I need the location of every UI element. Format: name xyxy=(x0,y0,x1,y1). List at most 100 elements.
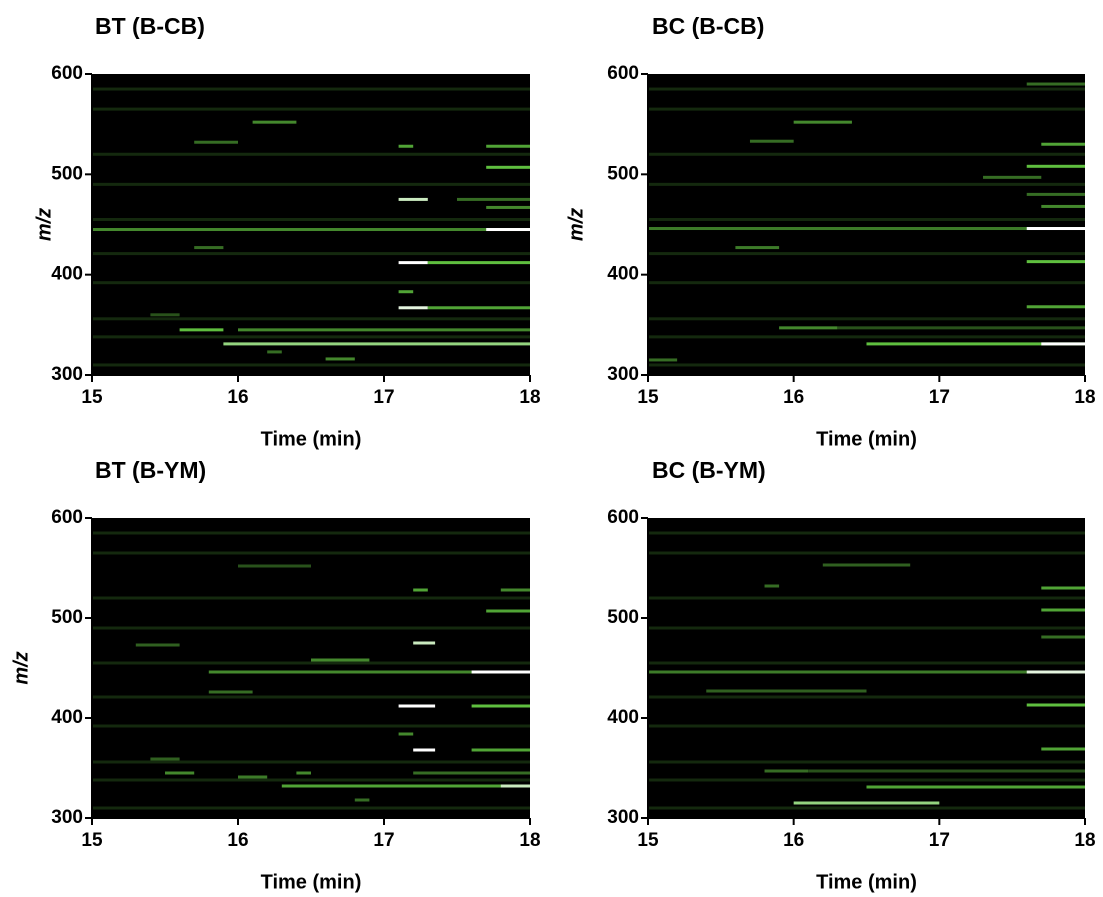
peak xyxy=(398,306,428,310)
peak xyxy=(1041,204,1085,208)
peak xyxy=(1026,305,1085,309)
peak xyxy=(1041,635,1085,639)
chart-title: BC (B-YM) xyxy=(652,457,766,483)
peak xyxy=(866,342,1085,346)
y-tick-label: 400 xyxy=(607,264,639,285)
peak xyxy=(793,120,852,124)
peak xyxy=(179,328,224,332)
peak xyxy=(398,704,436,708)
x-tick-label: 18 xyxy=(519,387,540,408)
peak xyxy=(413,771,530,775)
x-tick-label: 17 xyxy=(929,830,950,851)
x-tick-label: 16 xyxy=(783,830,804,851)
peak xyxy=(92,182,530,186)
peak xyxy=(648,317,1085,321)
peak xyxy=(135,643,180,647)
peak xyxy=(648,806,1085,810)
x-tick-label: 15 xyxy=(637,830,659,851)
peak xyxy=(471,704,530,708)
x-tick-label: 15 xyxy=(637,387,659,408)
peak xyxy=(486,144,530,148)
peak xyxy=(92,217,530,221)
y-tick-label: 600 xyxy=(51,507,83,528)
x-tick-label: 15 xyxy=(81,387,103,408)
peak xyxy=(92,661,530,665)
peak xyxy=(223,342,530,346)
panel: 15 16 17 18 300 400 500 600 BC (B-YM) Time (min) xyxy=(607,457,1095,893)
peak xyxy=(648,363,1085,367)
panel: 15 16 17 18 300 400 500 600 BT (B-CB) Time (min) m… xyxy=(33,13,540,450)
x-axis-label: Time (min) xyxy=(261,428,362,450)
peak xyxy=(311,658,370,662)
peak xyxy=(822,563,911,567)
peak xyxy=(648,670,1085,674)
peak xyxy=(92,760,530,764)
peak xyxy=(92,107,530,111)
peak xyxy=(267,350,282,354)
peak xyxy=(1026,260,1085,264)
peak xyxy=(150,313,180,317)
peak xyxy=(735,246,780,250)
peak xyxy=(427,306,530,310)
peak xyxy=(194,246,224,250)
peak xyxy=(648,695,1085,699)
y-tick-label: 500 xyxy=(607,163,639,184)
x-tick-label: 16 xyxy=(227,387,248,408)
peak xyxy=(500,784,530,788)
peak xyxy=(1041,608,1085,612)
peak xyxy=(296,771,311,775)
y-axis-label: m/z xyxy=(10,651,32,684)
peak xyxy=(92,531,530,535)
peak xyxy=(325,357,355,361)
peak xyxy=(208,670,531,674)
peak xyxy=(92,724,530,728)
peak xyxy=(252,120,297,124)
peak xyxy=(238,775,268,779)
peak xyxy=(92,363,530,367)
peak xyxy=(398,732,414,736)
y-axis-label: m/z xyxy=(565,208,587,241)
peak xyxy=(92,778,530,782)
peak xyxy=(648,626,1085,630)
y-tick-label: 600 xyxy=(607,63,639,84)
peak xyxy=(471,670,530,674)
peak xyxy=(457,197,530,201)
peak xyxy=(194,140,238,144)
peak xyxy=(749,139,794,143)
peak xyxy=(764,769,809,773)
y-tick-label: 500 xyxy=(51,607,83,628)
plot-background xyxy=(92,518,530,818)
peak xyxy=(92,806,530,810)
x-tick-label: 18 xyxy=(1074,830,1095,851)
peak xyxy=(648,778,1085,782)
peak xyxy=(648,217,1085,221)
peak xyxy=(398,261,428,265)
peak xyxy=(1026,82,1085,86)
peak xyxy=(648,152,1085,156)
peak xyxy=(866,785,1085,789)
peak xyxy=(648,531,1085,535)
peak xyxy=(486,205,530,209)
x-axis-label: Time (min) xyxy=(261,871,362,893)
peak xyxy=(648,335,1085,339)
peak xyxy=(92,551,530,555)
peak xyxy=(413,641,436,645)
peak xyxy=(1026,703,1085,707)
y-tick-label: 400 xyxy=(51,264,83,285)
peak xyxy=(398,197,428,201)
peak xyxy=(150,757,180,761)
peak xyxy=(500,588,530,592)
panel: 15 16 17 18 300 400 500 600 BT (B-YM) Time (min) m… xyxy=(10,457,540,893)
peak xyxy=(1026,192,1085,196)
y-tick-label: 600 xyxy=(51,63,83,84)
peak xyxy=(398,144,414,148)
peak xyxy=(808,769,1085,773)
peak xyxy=(486,609,530,613)
x-tick-label: 18 xyxy=(519,830,540,851)
peak xyxy=(648,252,1085,256)
x-tick-label: 17 xyxy=(373,387,394,408)
peak xyxy=(486,165,530,169)
chart-title: BC (B-CB) xyxy=(652,13,764,39)
peak xyxy=(648,551,1085,555)
peak xyxy=(1026,227,1085,231)
